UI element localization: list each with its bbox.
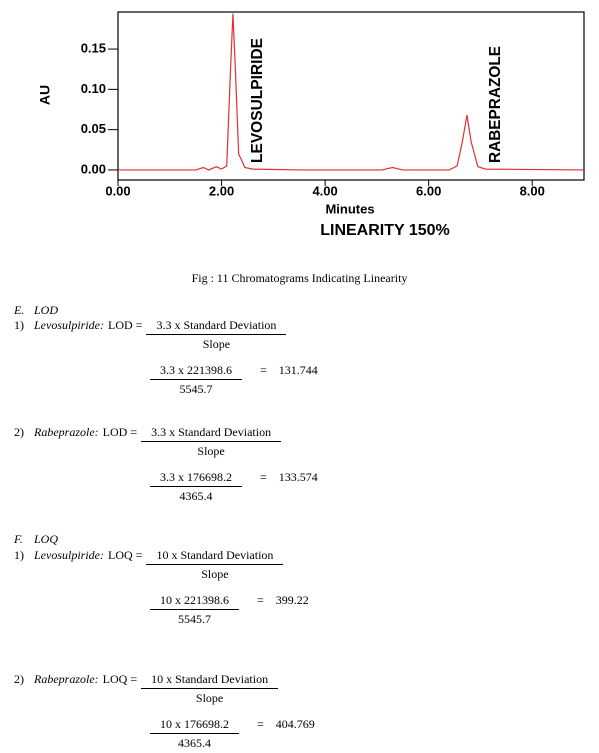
item-number: 2): [14, 672, 24, 686]
chart-subtitle: LINEARITY 150%: [320, 222, 450, 239]
compound: Levosulpiride:: [34, 548, 104, 562]
formula-row: Levosulpiride: LOD = 3.3 x Standard Deviat…: [34, 318, 290, 352]
trace: [118, 13, 585, 171]
calc-row: 10 x 176698.2 4365.4 = 404.769: [150, 717, 319, 751]
calc-denominator: 4365.4: [178, 736, 211, 750]
x-tick-label: 4.00: [312, 183, 337, 198]
equals: =: [257, 717, 264, 731]
formula-denominator: Slope: [195, 691, 224, 705]
compound: Rabeprazole:: [34, 672, 99, 686]
calc-row: 10 x 221398.6 5545.7 = 399.22: [150, 593, 313, 627]
equals: =: [260, 470, 267, 484]
formula-denominator: Slope: [202, 337, 231, 351]
section-letter: F.: [14, 532, 23, 546]
chromatogram: 0.00 0.05 0.10 0.15 0.00 2.00 4.00 6.00 8.00 LEVO…: [37, 11, 585, 239]
plot-frame: [117, 11, 585, 181]
peak-label: RABEPRAZOLE: [487, 46, 504, 163]
calc-denominator: 5545.7: [179, 382, 213, 396]
formula-label: LOD =: [102, 425, 138, 439]
calc-denominator: 5545.7: [178, 612, 211, 626]
calc-numerator: 3.3 x 176698.2: [150, 470, 242, 487]
calc-fraction: 10 x 176698.2 4365.4: [150, 717, 239, 751]
formula-numerator: 3.3 x Standard Deviation: [141, 425, 282, 442]
result: 399.22: [275, 593, 309, 607]
figure-caption: Fig : 11 Chromatograms Indicating Linear…: [191, 271, 408, 285]
calc-fraction: 10 x 221398.6 5545.7: [150, 593, 239, 627]
y-tick-label: 0.00: [81, 161, 106, 176]
calc-fraction: 3.3 x 221398.6 5545.7: [150, 363, 242, 397]
x-tick-label: 2.00: [209, 183, 234, 198]
compound: Levosulpiride:: [34, 318, 104, 332]
formula-numerator: 3.3 x Standard Deviation: [146, 318, 287, 335]
calc-row: 3.3 x 176698.2 4365.4 = 133.574: [150, 470, 322, 504]
formula-fraction: 10 x Standard Deviation Slope: [146, 548, 284, 582]
result: 131.744: [278, 363, 318, 377]
formula-row: Levosulpiride: LOQ = 10 x Standard Deviati…: [34, 548, 287, 582]
formula-row: Rabeprazole: LOQ = 10 x Standard Deviation…: [34, 672, 282, 706]
formula-label: LOD =: [108, 318, 143, 332]
calc-fraction: 3.3 x 176698.2 4365.4: [150, 470, 242, 504]
result: 133.574: [278, 470, 318, 484]
section-title: LOQ: [34, 532, 59, 546]
item-number: 1): [14, 548, 24, 562]
formula-fraction: 10 x Standard Deviation Slope: [141, 672, 279, 706]
formula-numerator: 10 x Standard Deviation: [141, 672, 279, 689]
formula-label: LOQ =: [108, 548, 143, 562]
formula-fraction: 3.3 x Standard Deviation Slope: [141, 425, 282, 459]
compound: Rabeprazole:: [34, 425, 99, 439]
y-axis-label: AU: [37, 85, 53, 105]
formula-denominator: Slope: [197, 444, 225, 458]
section-title: LOD: [34, 303, 59, 317]
y-tick-label: 0.15: [81, 41, 106, 56]
section-letter: E.: [14, 303, 25, 317]
item-number: 1): [14, 318, 24, 332]
item-number: 2): [14, 425, 24, 439]
x-axis-label: Minutes: [325, 201, 374, 216]
formula-fraction: 3.3 x Standard Deviation Slope: [146, 318, 287, 352]
x-tick-label: 8.00: [520, 183, 545, 198]
peak-label: LEVOSULPIRIDE: [249, 38, 266, 163]
calc-numerator: 10 x 176698.2: [150, 717, 239, 734]
formula-row: Rabeprazole: LOD = 3.3 x Standard Deviatio…: [34, 425, 285, 459]
formula-denominator: Slope: [201, 567, 229, 581]
y-tick-label: 0.10: [81, 81, 106, 96]
equals: =: [260, 363, 267, 377]
x-tick-label: 0.00: [105, 183, 130, 198]
calc-denominator: 4365.4: [179, 489, 213, 503]
x-tick-label: 6.00: [416, 183, 441, 198]
calc-numerator: 10 x 221398.6: [150, 593, 239, 610]
equals: =: [257, 593, 264, 607]
formula-label: LOQ =: [102, 672, 138, 686]
calc-row: 3.3 x 221398.6 5545.7 = 131.744: [150, 363, 322, 397]
result: 404.769: [275, 717, 315, 731]
formula-numerator: 10 x Standard Deviation: [146, 548, 284, 565]
calc-numerator: 3.3 x 221398.6: [150, 363, 242, 380]
y-tick-label: 0.05: [81, 121, 106, 136]
